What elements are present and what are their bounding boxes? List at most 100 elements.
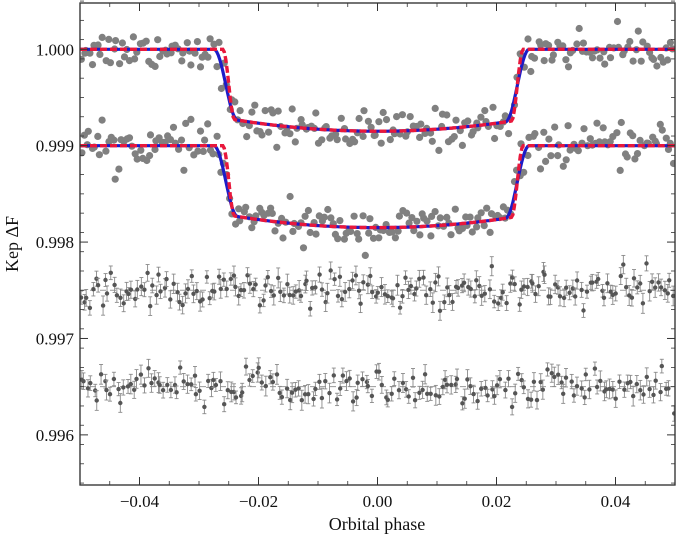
residual-point — [88, 380, 93, 386]
residual-point — [376, 369, 382, 374]
residual-point — [583, 372, 588, 377]
data-point — [464, 117, 472, 125]
residual-point — [121, 385, 126, 390]
residual-point — [104, 291, 110, 296]
residual-point — [213, 382, 219, 388]
residual-point — [325, 291, 330, 296]
residual-point — [395, 283, 400, 288]
data-point — [549, 51, 558, 59]
data-point — [133, 155, 141, 163]
data-point — [664, 56, 672, 64]
data-point — [365, 229, 373, 237]
residual-point — [126, 291, 131, 297]
residual-point — [206, 378, 211, 384]
data-point — [106, 59, 114, 67]
residual-point — [503, 387, 508, 393]
data-point — [193, 38, 201, 46]
residual-point — [84, 295, 89, 300]
residual-point — [574, 384, 580, 389]
data-point — [562, 56, 570, 64]
data-point — [428, 137, 436, 145]
residual-point — [656, 280, 661, 285]
data-point — [666, 38, 675, 47]
residual-point — [608, 289, 613, 294]
data-point — [531, 130, 539, 138]
residual-point — [584, 289, 590, 294]
residual-point — [298, 293, 304, 299]
residual-point — [653, 285, 658, 290]
residual-point — [231, 273, 237, 278]
data-point — [337, 114, 345, 122]
residual-point — [379, 382, 384, 388]
residual-point — [385, 294, 390, 299]
data-point — [291, 138, 299, 146]
data-point — [554, 152, 562, 160]
residual-point — [610, 387, 615, 392]
residual-point — [216, 274, 222, 279]
data-point — [231, 98, 239, 106]
residual-point — [629, 295, 635, 300]
y-tick-label: 1.000 — [36, 40, 74, 59]
data-point — [480, 222, 488, 230]
residual-point — [658, 389, 663, 395]
residual-point — [313, 285, 318, 290]
data-point — [395, 212, 403, 220]
residual-point — [553, 282, 558, 287]
data-point — [436, 214, 444, 222]
data-point — [213, 132, 221, 140]
residual-point — [396, 388, 402, 393]
residual-point — [304, 278, 309, 283]
residual-point — [590, 280, 595, 285]
residual-point — [613, 396, 618, 401]
data-point — [530, 54, 539, 62]
residual-point — [406, 287, 411, 293]
residual-point — [570, 286, 575, 291]
residual-point — [631, 276, 637, 281]
data-point — [388, 228, 396, 236]
data-point — [443, 213, 451, 221]
residual-point — [489, 264, 494, 269]
residual-point — [567, 290, 572, 295]
residual-point — [257, 303, 263, 308]
residual-point — [157, 382, 162, 388]
residual-point — [149, 380, 154, 386]
data-point — [301, 212, 309, 220]
data-point — [120, 53, 129, 61]
residual-point — [417, 276, 422, 281]
residual-point — [263, 283, 268, 288]
residual-point — [556, 372, 561, 377]
residual-point — [191, 291, 196, 296]
data-point — [564, 122, 572, 130]
residual-point — [289, 390, 295, 395]
residual-point — [116, 386, 121, 392]
residual-point — [549, 371, 554, 376]
residual-point — [192, 373, 198, 378]
data-point — [574, 147, 582, 155]
data-point — [613, 129, 621, 137]
plot-border — [79, 2, 676, 486]
plot-frame — [79, 2, 676, 486]
data-point — [416, 133, 424, 141]
residual-point — [142, 287, 147, 292]
axes: −0.04 −0.02 0.00 0.02 0.04 1.000 0.999 0.998 0.9… — [36, 0, 676, 511]
data-point — [111, 175, 119, 183]
residual-point — [628, 379, 633, 385]
residual-point — [477, 283, 482, 289]
residual-point — [462, 396, 467, 401]
data-point — [209, 150, 217, 158]
residual-point — [482, 291, 487, 296]
residual-point — [521, 385, 526, 390]
residual-point — [327, 390, 332, 396]
data-point — [187, 115, 195, 123]
data-point — [623, 153, 631, 161]
data-point — [551, 123, 559, 131]
y-tick-label: 0.996 — [36, 426, 74, 445]
data-point — [125, 134, 134, 142]
residual-point — [271, 293, 276, 298]
residual-point — [335, 293, 341, 299]
residual-point — [265, 275, 270, 280]
data-point — [251, 101, 259, 109]
residual-point — [135, 287, 140, 292]
data-point — [288, 105, 296, 113]
